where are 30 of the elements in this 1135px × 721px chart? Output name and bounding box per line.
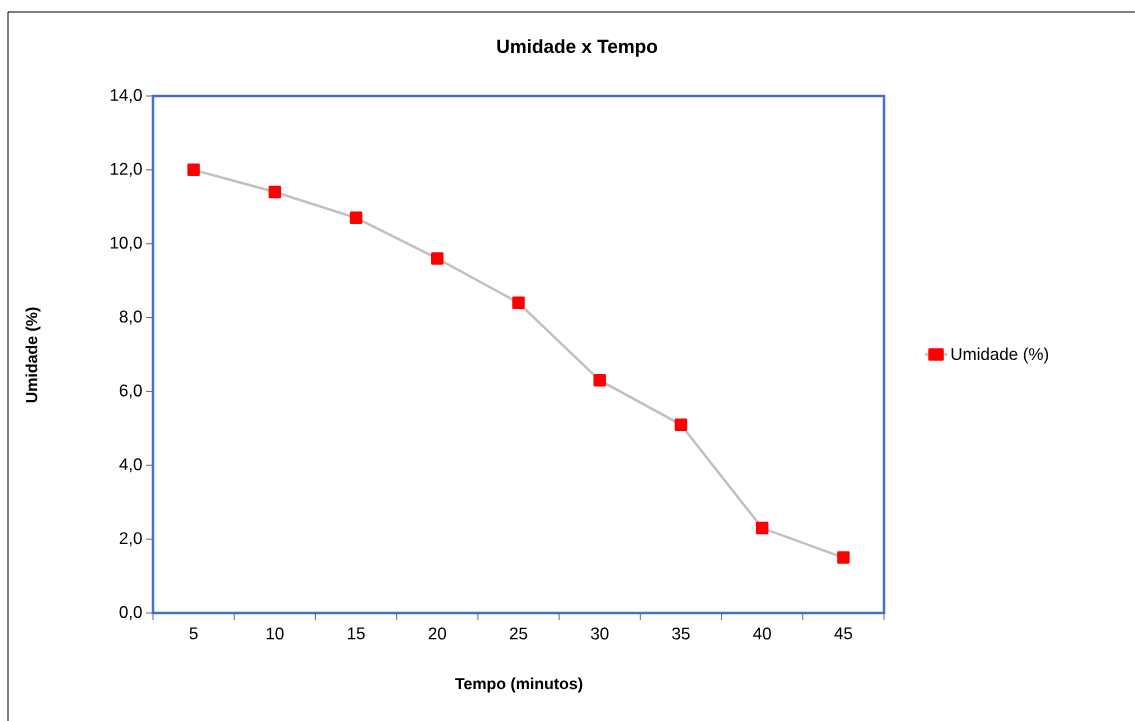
y-tick-label: 0,0 — [119, 606, 142, 620]
point — [187, 163, 200, 177]
x-tick-label: 30 — [590, 627, 609, 640]
x-tick-label: 15 — [347, 627, 365, 640]
y-tick-label: 6,0 — [119, 384, 142, 399]
x-tick-label: 10 — [266, 627, 284, 640]
point — [674, 418, 688, 431]
x-axis-title: Tempo (minutos) — [455, 677, 583, 693]
legend-label: Umidade (%) — [951, 347, 1049, 364]
y-tick-label: 12,0 — [110, 162, 142, 177]
x-tick-label: 35 — [672, 627, 690, 640]
x-tick-label: 5 — [189, 627, 198, 640]
point — [593, 374, 606, 387]
x-tick-label: 40 — [753, 627, 771, 640]
point — [349, 211, 363, 225]
point — [837, 551, 850, 564]
y-tick-label: 14,0 — [110, 88, 142, 103]
x-tick-label: 20 — [428, 627, 447, 640]
point — [431, 252, 444, 265]
y-axis-title: Umidade (%) — [25, 307, 41, 403]
y-tick-label: 8,0 — [119, 310, 142, 325]
x-tick-label: 45 — [834, 627, 853, 640]
chart-title: Umidade x Tempo — [497, 39, 658, 57]
x-tick-label: 25 — [509, 627, 528, 640]
point — [755, 521, 769, 535]
point — [512, 296, 525, 310]
y-tick-label: 10,0 — [110, 236, 142, 251]
y-tick-label: 4,0 — [119, 458, 142, 473]
y-tick-label: 2,0 — [119, 532, 142, 547]
point — [268, 185, 282, 199]
